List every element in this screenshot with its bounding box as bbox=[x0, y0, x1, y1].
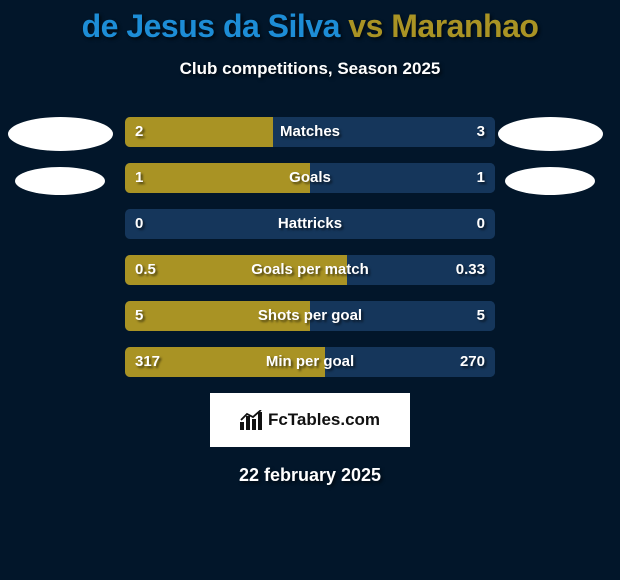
vs-text: vs bbox=[340, 8, 391, 44]
player2-name: Maranhao bbox=[391, 8, 538, 44]
stat-row: 00Hattricks bbox=[125, 209, 495, 239]
player-photo-placeholder bbox=[498, 117, 603, 151]
stat-row: 317270Min per goal bbox=[125, 347, 495, 377]
stat-label: Min per goal bbox=[125, 347, 495, 377]
logo-box: FcTables.com bbox=[210, 393, 410, 447]
comparison-chart: 23Matches 11Goals 00Hattricks 0.50.33Goals … bbox=[0, 117, 620, 377]
stat-label: Goals bbox=[125, 163, 495, 193]
stat-label: Shots per goal bbox=[125, 301, 495, 331]
stat-label: Goals per match bbox=[125, 255, 495, 285]
date-text: 22 february 2025 bbox=[0, 465, 620, 486]
stat-row: 11Goals bbox=[125, 163, 495, 193]
player-photo-placeholder bbox=[15, 167, 105, 195]
fctables-icon bbox=[240, 410, 264, 430]
player1-name: de Jesus da Silva bbox=[82, 8, 340, 44]
stat-label: Hattricks bbox=[125, 209, 495, 239]
stat-row: 0.50.33Goals per match bbox=[125, 255, 495, 285]
logo-text: FcTables.com bbox=[268, 410, 380, 430]
subtitle: Club competitions, Season 2025 bbox=[0, 59, 620, 79]
page-title: de Jesus da Silva vs Maranhao bbox=[0, 0, 620, 45]
player-photo-placeholder bbox=[505, 167, 595, 195]
stat-row: 55Shots per goal bbox=[125, 301, 495, 331]
stat-label: Matches bbox=[125, 117, 495, 147]
stat-row: 23Matches bbox=[125, 117, 495, 147]
player-photo-placeholder bbox=[8, 117, 113, 151]
